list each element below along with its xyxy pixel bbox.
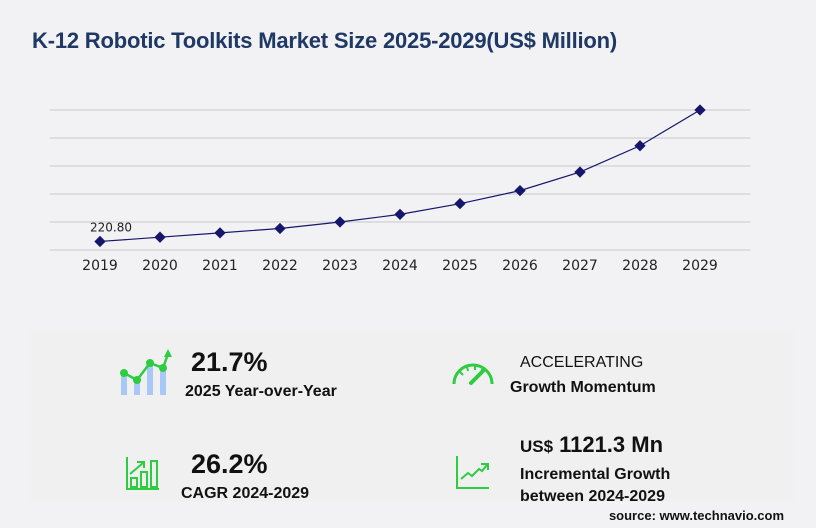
cagr-value: 26.2% [191,449,268,479]
line-chart: 2019 2020 2021 2022 2023 2024 2025 2026 2027 2028… [50,104,750,274]
x-tick-label: 2024 [382,258,418,274]
data-point [694,104,706,116]
x-tick-label: 2021 [202,258,238,274]
data-point [214,227,226,239]
currency-label: US$ [520,437,554,456]
yoy-value: 21.7% [191,347,268,377]
momentum-title: ACCELERATING [520,354,644,371]
x-tick-label: 2027 [562,258,598,274]
x-axis-labels: 2019 2020 2021 2022 2023 2024 2025 2026 2027 2028… [82,258,718,274]
data-point [394,208,406,221]
data-label-2019: 220.80 [90,220,132,234]
data-point [334,216,346,228]
x-tick-label: 2029 [682,258,718,274]
data-points [94,104,706,248]
source-label: source: www.technavio.com [608,508,784,523]
data-point [94,235,106,248]
data-point [574,166,586,178]
speedometer-icon [452,363,494,385]
x-tick-label: 2028 [622,258,658,274]
x-tick-label: 2025 [442,258,478,274]
gridlines [50,109,750,251]
momentum-label: Growth Momentum [510,379,656,396]
incremental-amount: 1121.3 Mn [559,432,664,457]
x-tick-label: 2022 [262,258,298,274]
x-tick-label: 2023 [322,258,358,274]
trend-up-icon [456,456,489,489]
data-point [154,231,166,243]
incremental-value: US$ 1121.3 Mn [520,432,663,458]
data-point [514,184,526,197]
x-tick-label: 2020 [142,258,178,274]
yoy-label: 2025 Year-over-Year [185,383,337,400]
chart-title: K-12 Robotic Toolkits Market Size 2025-2… [32,28,617,53]
cagr-label: CAGR 2024-2029 [181,485,310,502]
x-tick-label: 2019 [82,258,118,274]
incremental-label-2: between 2024-2029 [520,488,665,505]
data-point [454,197,466,210]
bar-chart-growth-icon [126,457,159,490]
data-point [274,222,286,235]
growth-chart-icon [120,349,172,395]
data-point [634,140,646,152]
incremental-label-1: Incremental Growth [520,466,671,483]
x-tick-label: 2026 [502,258,538,274]
